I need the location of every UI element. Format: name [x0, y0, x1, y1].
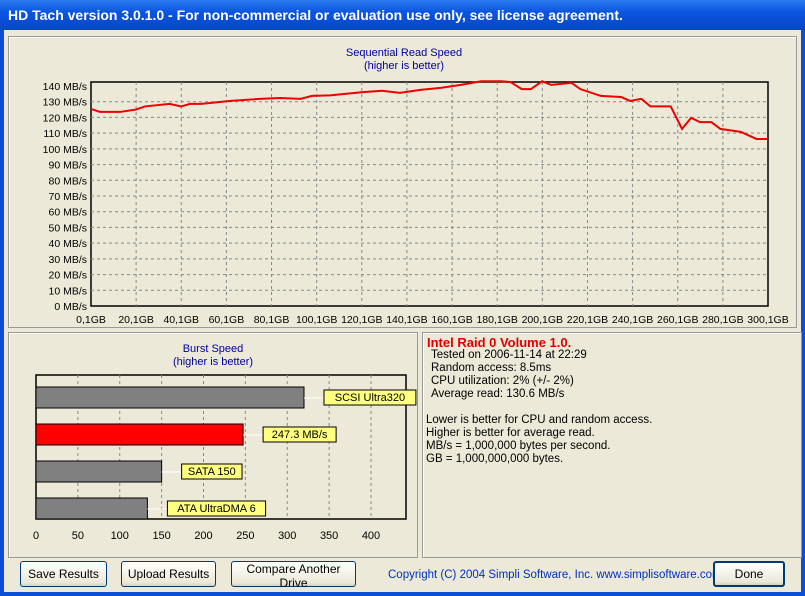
x-tick-label: 50: [72, 530, 84, 542]
y-tick-label: 100 MB/s: [43, 144, 87, 156]
x-tick-label: 200: [194, 530, 212, 542]
chart-subtitle: (higher is better): [173, 356, 253, 368]
burst-bar: [35, 423, 244, 446]
y-tick-label: 140 MB/s: [43, 81, 87, 93]
chart-title: Burst Speed: [183, 343, 244, 355]
x-tick-label: 250: [236, 530, 254, 542]
plot-area: [90, 81, 769, 307]
x-tick-label: 160,1GB: [431, 314, 472, 326]
y-tick-label: 80 MB/s: [48, 175, 87, 187]
x-tick-label: 400: [362, 530, 380, 542]
copyright-link[interactable]: Copyright (C) 2004 Simpli Software, Inc.…: [388, 569, 722, 581]
x-tick-label: 100: [111, 530, 129, 542]
window-title: HD Tach version 3.0.1.0 - For non-commer…: [0, 0, 805, 30]
y-tick-label: 50 MB/s: [48, 222, 87, 234]
sequential-read-panel: Sequential Read Speed (higher is better) 0…: [8, 36, 797, 328]
y-tick-label: 10 MB/s: [48, 285, 87, 297]
bar-label: ATA UltraDMA 6: [177, 503, 255, 515]
bar-label-box: [181, 463, 243, 480]
compare-another-drive-button[interactable]: Compare Another Drive: [231, 561, 356, 590]
x-tick-label: 60,1GB: [209, 314, 245, 326]
cpu-utilization: CPU utilization: 2% (+/- 2%): [431, 375, 574, 387]
x-tick-label: 240,1GB: [612, 314, 653, 326]
x-tick-label: 220,1GB: [567, 314, 608, 326]
y-tick-label: 20 MB/s: [48, 270, 87, 282]
upload-results-button[interactable]: Upload Results: [121, 561, 216, 587]
x-tick-label: 300: [278, 530, 296, 542]
note: Higher is better for average read.: [426, 427, 595, 439]
sequential-read-chart: Sequential Read Speed(higher is better) 0…: [43, 47, 789, 326]
y-tick-label: 40 MB/s: [48, 238, 87, 250]
tested-on: Tested on 2006-11-14 at 22:29: [431, 349, 587, 361]
x-tick-label: 100,1GB: [296, 314, 337, 326]
bar-label: SATA 150: [188, 466, 236, 478]
results-info-panel: Intel Raid 0 Volume 1.0. Tested on 2006-…: [422, 332, 802, 558]
y-tick-label: 70 MB/s: [48, 191, 87, 203]
y-tick-label: 110 MB/s: [43, 128, 87, 140]
x-tick-label: 300,1GB: [747, 314, 788, 326]
drive-name: Intel Raid 0 Volume 1.0.: [427, 335, 572, 350]
x-tick-label: 40,1GB: [163, 314, 199, 326]
x-tick-label: 150: [152, 530, 170, 542]
note: Lower is better for CPU and random acces…: [426, 414, 653, 426]
burst-bar: [35, 497, 148, 520]
random-access: Random access: 8.5ms: [431, 362, 552, 374]
read-speed-line: [90, 80, 768, 140]
x-tick-label: 180,1GB: [476, 314, 517, 326]
burst-bar: [35, 460, 163, 483]
x-tick-label: 280,1GB: [702, 314, 743, 326]
y-tick-label: 60 MB/s: [48, 207, 87, 219]
burst-bar: [35, 386, 305, 409]
bar-label-box: [166, 500, 267, 517]
note: MB/s = 1,000,000 bytes per second.: [426, 440, 611, 452]
y-tick-label: 90 MB/s: [48, 160, 87, 172]
x-tick-label: 20,1GB: [118, 314, 154, 326]
save-results-button[interactable]: Save Results: [20, 561, 107, 587]
chart-title: Sequential Read Speed: [346, 47, 462, 59]
x-tick-label: 0: [33, 530, 39, 542]
burst-speed-chart: Burst Speed(higher is better) 0 50 100 150 20…: [33, 343, 417, 542]
x-tick-label: 120,1GB: [341, 314, 382, 326]
x-tick-label: 350: [320, 530, 338, 542]
x-tick-label: 140,1GB: [386, 314, 427, 326]
bar-label: 247.3 MB/s: [272, 429, 328, 441]
client-area: Sequential Read Speed (higher is better) 0…: [4, 30, 802, 592]
bar-label-box: [262, 426, 337, 443]
chart-subtitle: (higher is better): [364, 60, 444, 72]
bar-label-box: [323, 389, 417, 406]
y-tick-label: 0 MB/s: [54, 301, 87, 313]
x-tick-label: 200,1GB: [522, 314, 563, 326]
bar-label: SCSI Ultra320: [335, 392, 405, 404]
y-tick-label: 30 MB/s: [48, 254, 87, 266]
y-tick-label: 130 MB/s: [43, 97, 87, 109]
x-tick-label: 0,1GB: [76, 314, 106, 326]
done-button[interactable]: Done: [713, 561, 785, 587]
x-tick-label: 80,1GB: [254, 314, 290, 326]
x-tick-label: 260,1GB: [657, 314, 698, 326]
average-read: Average read: 130.6 MB/s: [431, 388, 565, 400]
y-tick-label: 120 MB/s: [43, 112, 87, 124]
note: GB = 1,000,000,000 bytes.: [426, 453, 564, 465]
burst-speed-panel: Burst Speed (higher is better) 0 50 100 150 20…: [8, 332, 418, 558]
